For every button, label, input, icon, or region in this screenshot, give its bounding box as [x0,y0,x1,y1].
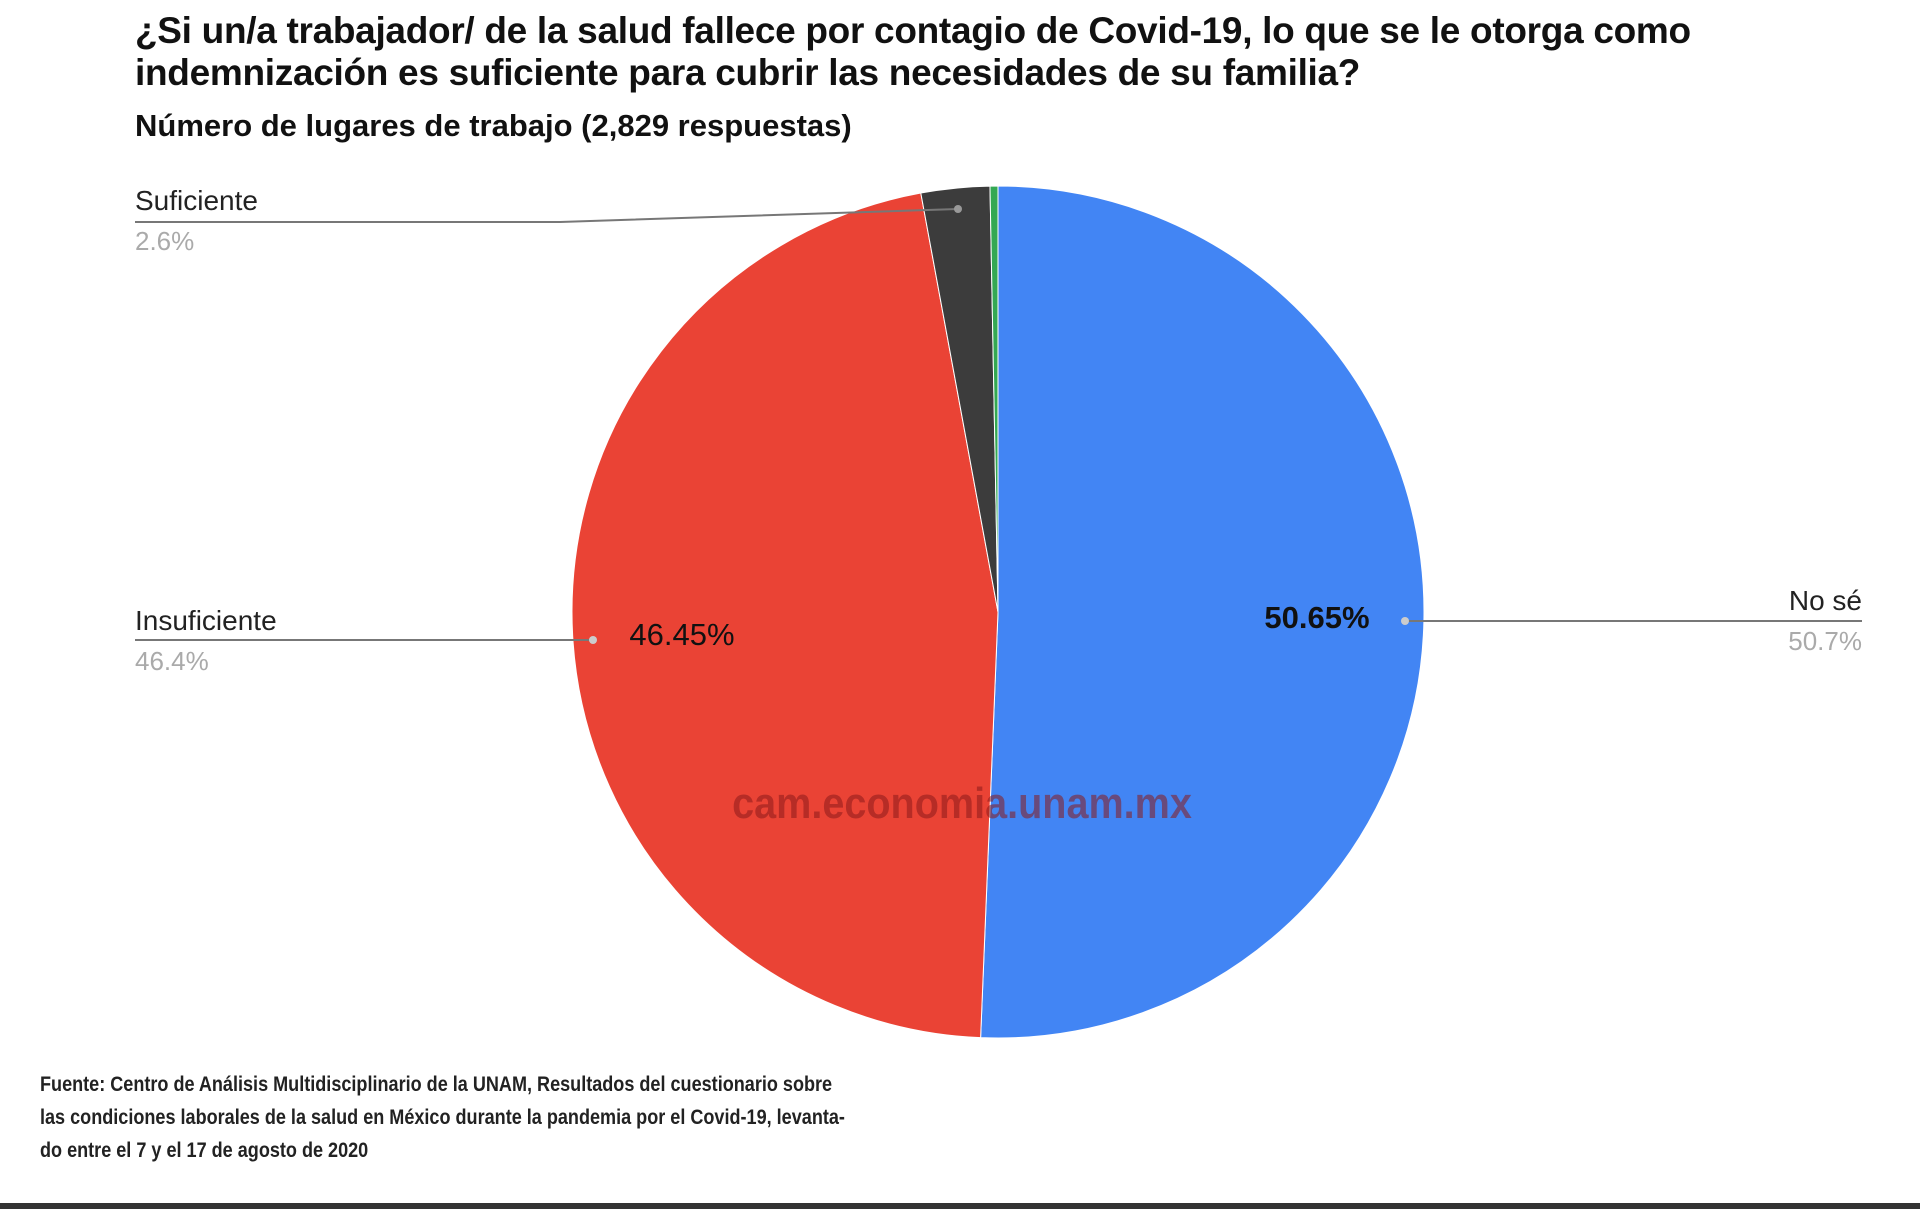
legend-label-insuficiente: Insuficiente [135,605,277,636]
chart-subtitle: Número de lugares de trabajo (2,829 resp… [135,108,852,143]
pie-slice-insuficiente [571,192,999,1039]
data-label-no-se: 50.65% [1264,600,1369,635]
leader-dot-no-se [1401,617,1409,625]
leader-dot-suficiente [954,205,962,213]
leader-line-suficiente [135,208,959,223]
footer-line: Fuente: Centro de Análisis Multidiscipli… [40,1073,833,1096]
source-footer: Fuente: Centro de Análisis Multidiscipli… [40,1068,934,1167]
bottom-border [0,1203,1920,1209]
legend-value-insuficiente: 46.4% [135,646,209,676]
legend-label-suficiente: Suficiente [135,185,258,216]
pie-slice-other [989,185,999,613]
leader-dot-insuficiente [589,636,597,644]
footer-line: las condiciones laborales de la salud en… [40,1106,845,1129]
data-label-insuficiente: 46.45% [629,617,734,652]
footer-line: do entre el 7 y el 17 de agosto de 2020 [40,1139,369,1162]
legend-value-no-se: 50.7% [1788,626,1862,656]
watermark: cam.economia.unam.mx [732,778,1192,827]
chart-title: ¿Si un/a trabajador/ de la salud fallece… [135,10,1691,93]
legend-value-suficiente: 2.6% [135,226,194,256]
legend-label-no-se: No sé [1789,585,1862,616]
